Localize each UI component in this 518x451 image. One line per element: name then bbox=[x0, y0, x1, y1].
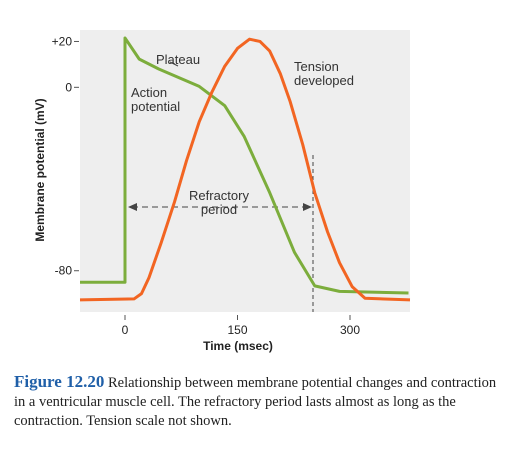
arrow-head bbox=[303, 203, 312, 211]
plot-area bbox=[80, 30, 410, 312]
y-tick-label: -80 bbox=[55, 264, 73, 278]
caption-text: Relationship between membrane potential … bbox=[14, 375, 497, 429]
caption: Figure 12.20 Relationship between membra… bbox=[14, 372, 509, 431]
plateau-pointer bbox=[169, 61, 179, 67]
refractory-label: Refractory period bbox=[189, 188, 249, 217]
x-tick-label: 300 bbox=[340, 323, 360, 337]
y-axis-label: Membrane potential (mV) bbox=[33, 98, 47, 241]
series-line bbox=[80, 36, 409, 295]
y-tick-label: +20 bbox=[52, 34, 73, 48]
series-label: Tension developed bbox=[294, 59, 354, 88]
x-tick-label: 0 bbox=[122, 323, 129, 337]
x-axis-label: Time (msec) bbox=[203, 339, 273, 353]
plateau-label: Plateau bbox=[156, 52, 201, 67]
arrow-head bbox=[128, 203, 137, 211]
series-line bbox=[79, 37, 411, 302]
chart: Time (msec) Membrane potential (mV) 0 150… bbox=[33, 30, 411, 353]
caption-label: Figure 12.20 bbox=[14, 372, 105, 391]
y-tick-label: 0 bbox=[65, 80, 72, 94]
series-label: Action potential bbox=[131, 85, 181, 114]
x-tick-label: 150 bbox=[227, 323, 247, 337]
